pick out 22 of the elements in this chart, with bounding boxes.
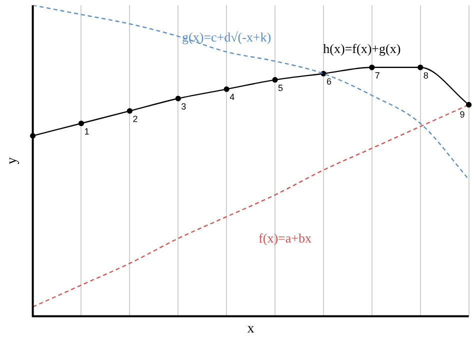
point	[418, 64, 424, 70]
annotation: 3	[181, 101, 186, 112]
series-label: f(x)=a+bx	[258, 230, 312, 246]
annotation: 8	[423, 70, 428, 80]
annotation: 4	[230, 92, 235, 102]
annotation: 1	[84, 126, 90, 136]
series-label: h(x)=f(x)+g(x)	[323, 40, 401, 56]
point	[272, 77, 278, 83]
y-axis-title: y	[5, 157, 20, 164]
point	[466, 102, 472, 108]
point	[175, 96, 181, 102]
annotation: 9	[460, 110, 465, 120]
annotation: 2	[132, 114, 138, 124]
annotation: 5	[278, 82, 284, 93]
series-label: g(x)=c+d√(-x+k)	[182, 29, 272, 44]
point	[78, 120, 84, 126]
annotation: 6	[326, 76, 332, 87]
point	[126, 108, 132, 114]
point	[224, 86, 230, 92]
x-axis-title: x	[247, 321, 254, 336]
annotation: 7	[374, 70, 380, 80]
point	[369, 64, 375, 70]
